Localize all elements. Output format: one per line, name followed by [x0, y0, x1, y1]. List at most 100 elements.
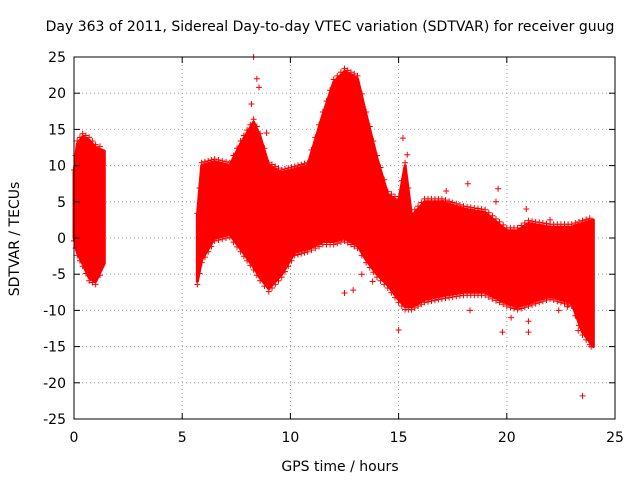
data-point: [543, 220, 550, 227]
data-point: [226, 159, 233, 166]
data-point: [435, 296, 442, 303]
data-point: [96, 272, 103, 279]
outlier-point: [443, 187, 450, 194]
data-point: [539, 220, 546, 227]
y-tick-label: 15: [48, 122, 66, 138]
x-tick-label: 0: [70, 430, 79, 446]
data-point: [304, 248, 311, 255]
data-point: [211, 156, 218, 163]
data-point: [500, 301, 507, 308]
data-point: [341, 65, 348, 72]
data-point: [272, 281, 279, 288]
data-point: [421, 299, 428, 306]
data-point: [363, 259, 370, 266]
outlier-point: [248, 101, 255, 108]
data-point: [89, 137, 96, 144]
data-point: [402, 159, 409, 166]
data-point: [557, 299, 564, 306]
data-point: [358, 252, 365, 259]
x-tick-label: 5: [178, 430, 187, 446]
data-point: [288, 164, 295, 171]
data-point: [265, 159, 272, 166]
data-point: [344, 67, 351, 74]
data-point: [395, 299, 402, 306]
data-point: [373, 274, 380, 281]
data-point: [536, 219, 543, 226]
data-point: [525, 303, 532, 310]
data-point: [489, 295, 496, 302]
outlier-point: [508, 314, 515, 321]
y-tick-label: 20: [48, 86, 66, 102]
data-point: [554, 298, 561, 305]
data-point: [240, 253, 247, 260]
data-point: [485, 294, 492, 301]
outlier-point: [467, 307, 474, 314]
data-point: [215, 156, 222, 163]
y-tick-label: -25: [43, 412, 66, 428]
data-point: [482, 292, 489, 299]
data-point: [521, 304, 528, 311]
data-point: [351, 243, 358, 250]
data-point: [366, 123, 373, 130]
outlier-point: [564, 303, 571, 310]
data-point: [474, 205, 481, 212]
data-point: [205, 157, 212, 164]
data-point: [76, 134, 83, 141]
data-point: [496, 299, 503, 306]
data-point: [492, 215, 499, 222]
data-point: [89, 279, 96, 286]
data-point: [446, 198, 453, 205]
data-point: [478, 206, 485, 213]
data-point: [428, 297, 435, 304]
data-point: [431, 297, 438, 304]
data-point: [79, 263, 86, 270]
data-point: [230, 239, 237, 246]
data-point: [285, 263, 292, 270]
data-point: [298, 250, 305, 257]
data-point: [408, 306, 415, 313]
data-point: [543, 297, 550, 304]
data-point: [92, 281, 99, 288]
data-point: [257, 130, 264, 137]
data-point: [337, 69, 344, 76]
data-point: [194, 281, 201, 288]
y-tick-label: 0: [57, 231, 66, 247]
data-point: [281, 166, 288, 173]
y-tick-label: -5: [52, 267, 66, 283]
data-point: [575, 218, 582, 225]
data-point: [275, 165, 282, 172]
data-point: [460, 203, 467, 210]
data-point: [327, 87, 334, 94]
data-point: [521, 220, 528, 227]
data-point: [323, 98, 330, 105]
outlier-point: [512, 303, 519, 310]
data-point: [464, 203, 471, 210]
outlier-point: [253, 75, 260, 82]
data-point: [244, 257, 251, 264]
data-point: [438, 295, 445, 302]
data-point: [547, 295, 554, 302]
data-point: [278, 166, 285, 173]
y-tick-label: 10: [48, 159, 66, 175]
data-point: [358, 90, 365, 97]
data-point: [354, 245, 361, 252]
data-point: [398, 303, 405, 310]
data-point: [514, 224, 521, 231]
data-point: [215, 236, 222, 243]
data-point: [503, 303, 510, 310]
data-point: [381, 176, 388, 183]
data-point: [223, 235, 230, 242]
data-point: [298, 161, 305, 168]
data-point: [205, 248, 212, 255]
data-point: [572, 312, 579, 319]
y-tick-label: -20: [43, 376, 66, 392]
data-point: [208, 243, 215, 250]
data-point: [391, 294, 398, 301]
data-point: [579, 332, 586, 339]
data-point: [82, 270, 89, 277]
data-point: [341, 237, 348, 244]
outlier-point: [579, 392, 586, 399]
tick-labels: 0 5 10 15 20 25 -25 -20 -15 -10 -5 0 5 10 15 20 25: [43, 50, 624, 446]
data-point: [226, 234, 233, 241]
